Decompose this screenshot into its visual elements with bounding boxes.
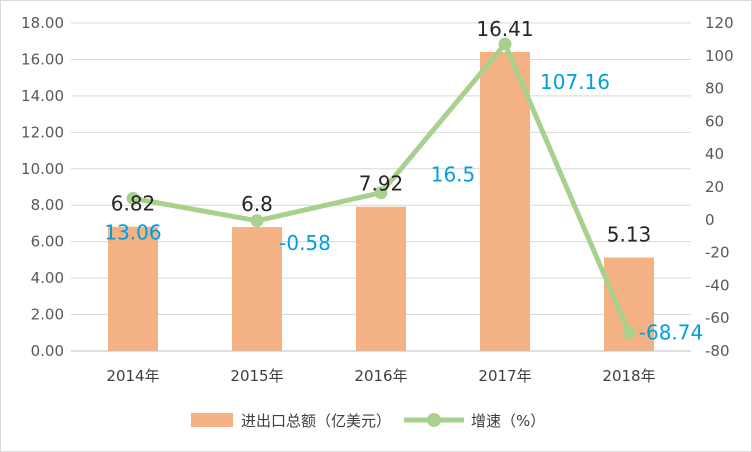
y-left-tick-label: 18.00: [21, 14, 64, 32]
y-left-tick-label: 0.00: [31, 342, 64, 360]
y-right-tick-label: -20: [705, 244, 730, 262]
x-tick-label: 2017年: [478, 367, 531, 385]
y-left-tick-label: 10.00: [21, 160, 64, 178]
line-data-label: -68.74: [639, 321, 703, 345]
y-left-tick-label: 6.00: [31, 233, 64, 251]
legend: 进出口总额（亿美元） 增速（%）: [191, 412, 545, 430]
y-axis-left: 0.00 2.00 4.00 6.00 8.00 10.00 12.00 14.00 16.00…: [21, 14, 64, 360]
y-left-tick-label: 14.00: [21, 87, 64, 105]
y-left-tick-label: 12.00: [21, 123, 64, 141]
legend-marker-line: [427, 413, 441, 427]
y-left-tick-label: 4.00: [31, 269, 64, 287]
x-tick-label: 2018年: [602, 367, 655, 385]
x-tick-label: 2014年: [106, 367, 159, 385]
legend-swatch-bar: [191, 413, 233, 427]
y-right-tick-label: -40: [705, 276, 730, 294]
y-right-tick-label: 100: [705, 47, 734, 65]
line-point: [126, 191, 140, 205]
y-right-tick-label: 60: [705, 112, 724, 130]
bar-data-label: 5.13: [607, 223, 652, 247]
y-right-tick-label: 0: [705, 211, 715, 229]
bar-data-label: 16.41: [476, 17, 533, 41]
x-axis: 2014年 2015年 2016年 2017年 2018年: [71, 350, 691, 385]
y-right-tick-label: 80: [705, 80, 724, 98]
bar-data-label: 6.82: [111, 192, 156, 216]
y-right-tick-label: 40: [705, 145, 724, 163]
y-right-tick-label: 20: [705, 178, 724, 196]
line-data-label: 16.5: [431, 163, 476, 187]
y-right-tick-label: -60: [705, 309, 730, 327]
x-tick-label: 2015年: [230, 367, 283, 385]
y-right-tick-label: -80: [705, 342, 730, 360]
bar: [356, 206, 406, 351]
x-tick-label: 2016年: [354, 367, 407, 385]
line-point: [622, 326, 636, 340]
y-right-tick-label: 120: [705, 14, 734, 32]
legend-label-bar: 进出口总额（亿美元）: [241, 412, 391, 430]
bar: [480, 51, 530, 352]
bar: [108, 226, 158, 351]
y-left-tick-label: 8.00: [31, 196, 64, 214]
line-data-label: 107.16: [540, 70, 610, 94]
data-labels: 6.82 6.8 7.92 16.41 5.13 13.06 -0.58 16.5 107.16…: [104, 17, 703, 345]
bar-data-label: 6.8: [241, 192, 273, 216]
line-point: [374, 186, 388, 200]
line-point: [250, 214, 264, 228]
y-axis-right: -80 -60 -40 -20 0 20 40 60 80 100 120: [705, 14, 734, 360]
line-data-label: 13.06: [104, 220, 161, 244]
legend-label-line: 增速（%）: [471, 412, 545, 430]
bar-data-label: 7.92: [359, 172, 404, 196]
bar: [232, 227, 282, 351]
line-data-label: -0.58: [279, 231, 331, 255]
y-left-tick-label: 16.00: [21, 50, 64, 68]
line-point: [498, 37, 512, 51]
line-series: [126, 37, 636, 340]
y-left-tick-label: 2.00: [31, 306, 64, 324]
